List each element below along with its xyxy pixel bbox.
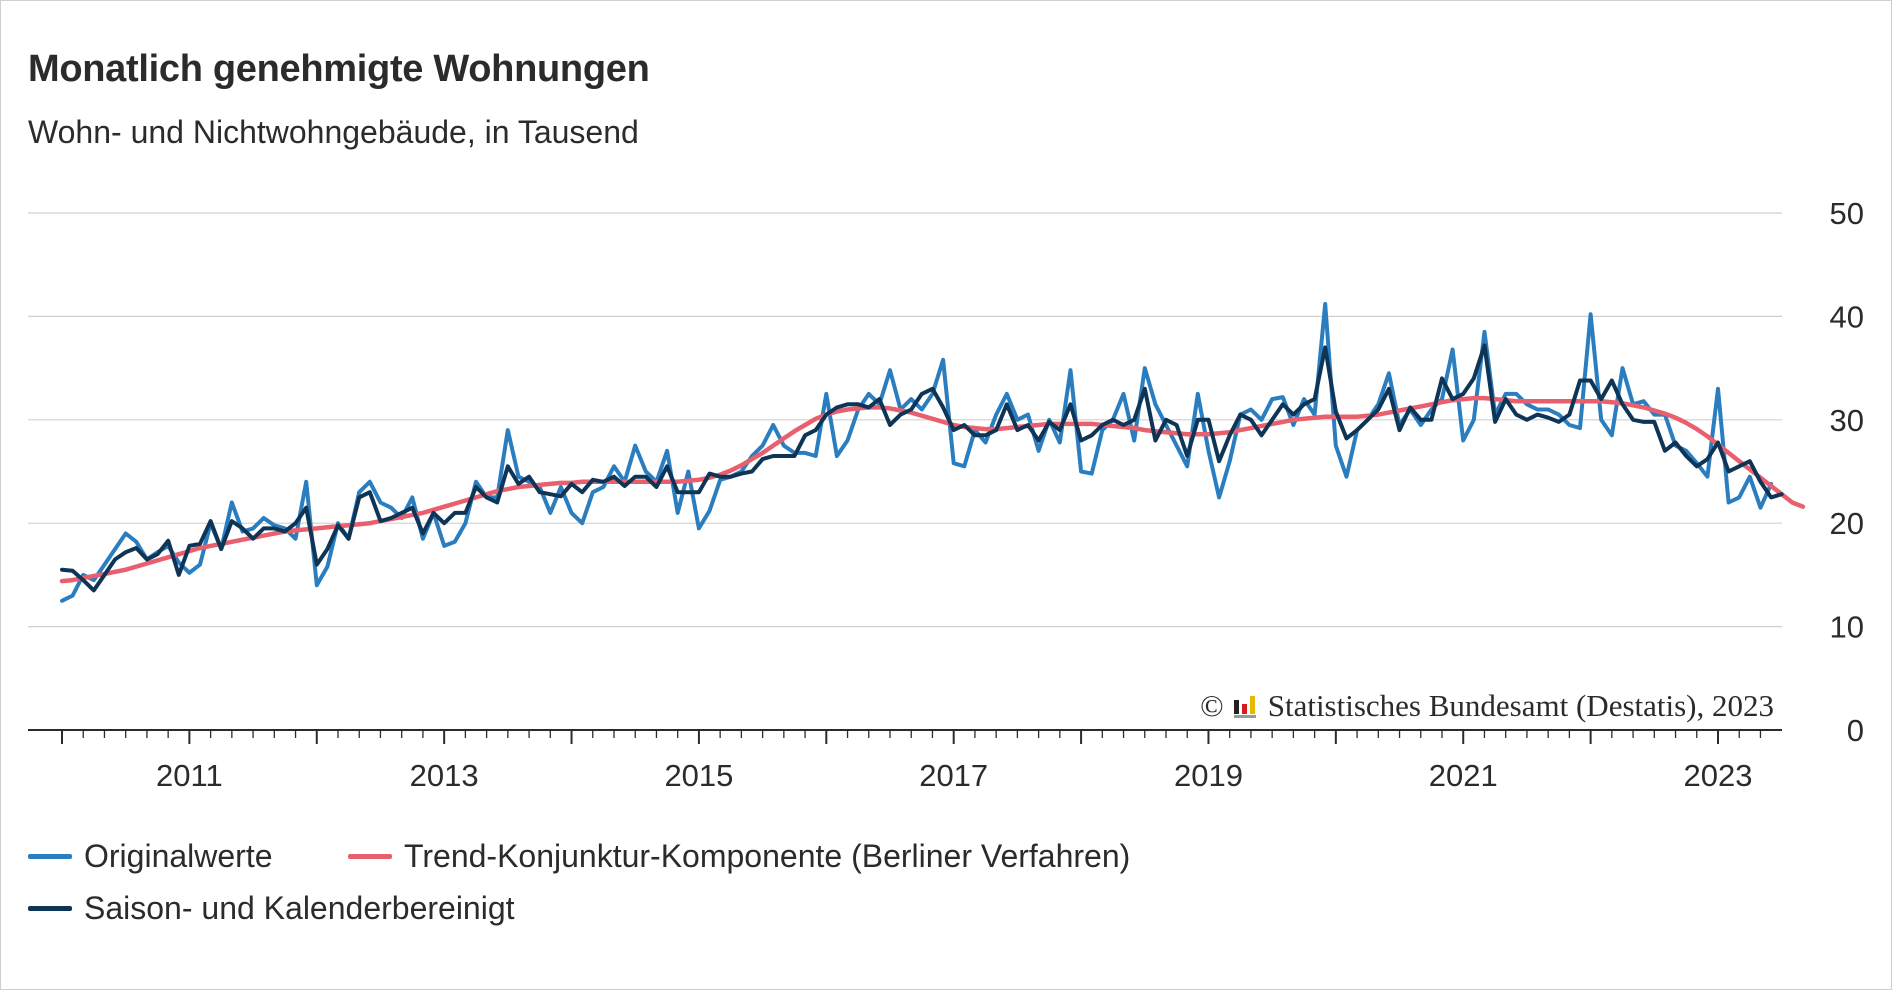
legend-item-adjusted[interactable]: Saison- und Kalenderbereinigt bbox=[28, 890, 515, 927]
series-line-adjusted bbox=[60, 343, 1784, 593]
y-tick-label: 0 bbox=[1847, 713, 1864, 748]
x-tick-label: 2019 bbox=[1174, 758, 1243, 793]
x-tick-label: 2021 bbox=[1429, 758, 1498, 793]
legend-label-trend: Trend-Konjunktur-Komponente (Berliner Ve… bbox=[404, 838, 1131, 874]
x-tick-label: 2023 bbox=[1684, 758, 1753, 793]
legend-item-trend[interactable]: Trend-Konjunktur-Komponente (Berliner Ve… bbox=[348, 838, 1130, 875]
legend-item-original[interactable]: Originalwerte bbox=[28, 838, 273, 875]
legend-swatch-trend bbox=[348, 854, 392, 859]
legend-label-adjusted: Saison- und Kalenderbereinigt bbox=[84, 890, 515, 926]
destatis-logo-icon bbox=[1232, 692, 1260, 720]
copyright-text: Statistisches Bundesamt (Destatis), 2023 bbox=[1267, 688, 1774, 723]
x-tick-label: 2017 bbox=[919, 758, 988, 793]
copyright-symbol: © bbox=[1200, 688, 1224, 723]
y-tick-label: 40 bbox=[1830, 299, 1864, 334]
y-tick-label: 10 bbox=[1830, 610, 1864, 645]
y-tick-label: 20 bbox=[1830, 506, 1864, 541]
legend-swatch-adjusted bbox=[28, 906, 72, 911]
legend-swatch-original bbox=[28, 854, 72, 859]
x-tick-label: 2015 bbox=[664, 758, 733, 793]
chart-title: Monatlich genehmigte Wohnungen bbox=[28, 48, 650, 90]
y-tick-label: 30 bbox=[1830, 403, 1864, 438]
y-tick-label: 50 bbox=[1830, 196, 1864, 231]
x-tick-label: 2013 bbox=[410, 758, 479, 793]
series-line-original bbox=[60, 302, 1774, 603]
copyright-note: © Statistisches Bundesamt (Destatis), 20… bbox=[1198, 688, 1776, 724]
legend-label-original: Originalwerte bbox=[84, 838, 273, 874]
chart-subtitle: Wohn- und Nichtwohngebäude, in Tausend bbox=[28, 114, 639, 150]
x-tick-label: 2011 bbox=[156, 758, 223, 793]
